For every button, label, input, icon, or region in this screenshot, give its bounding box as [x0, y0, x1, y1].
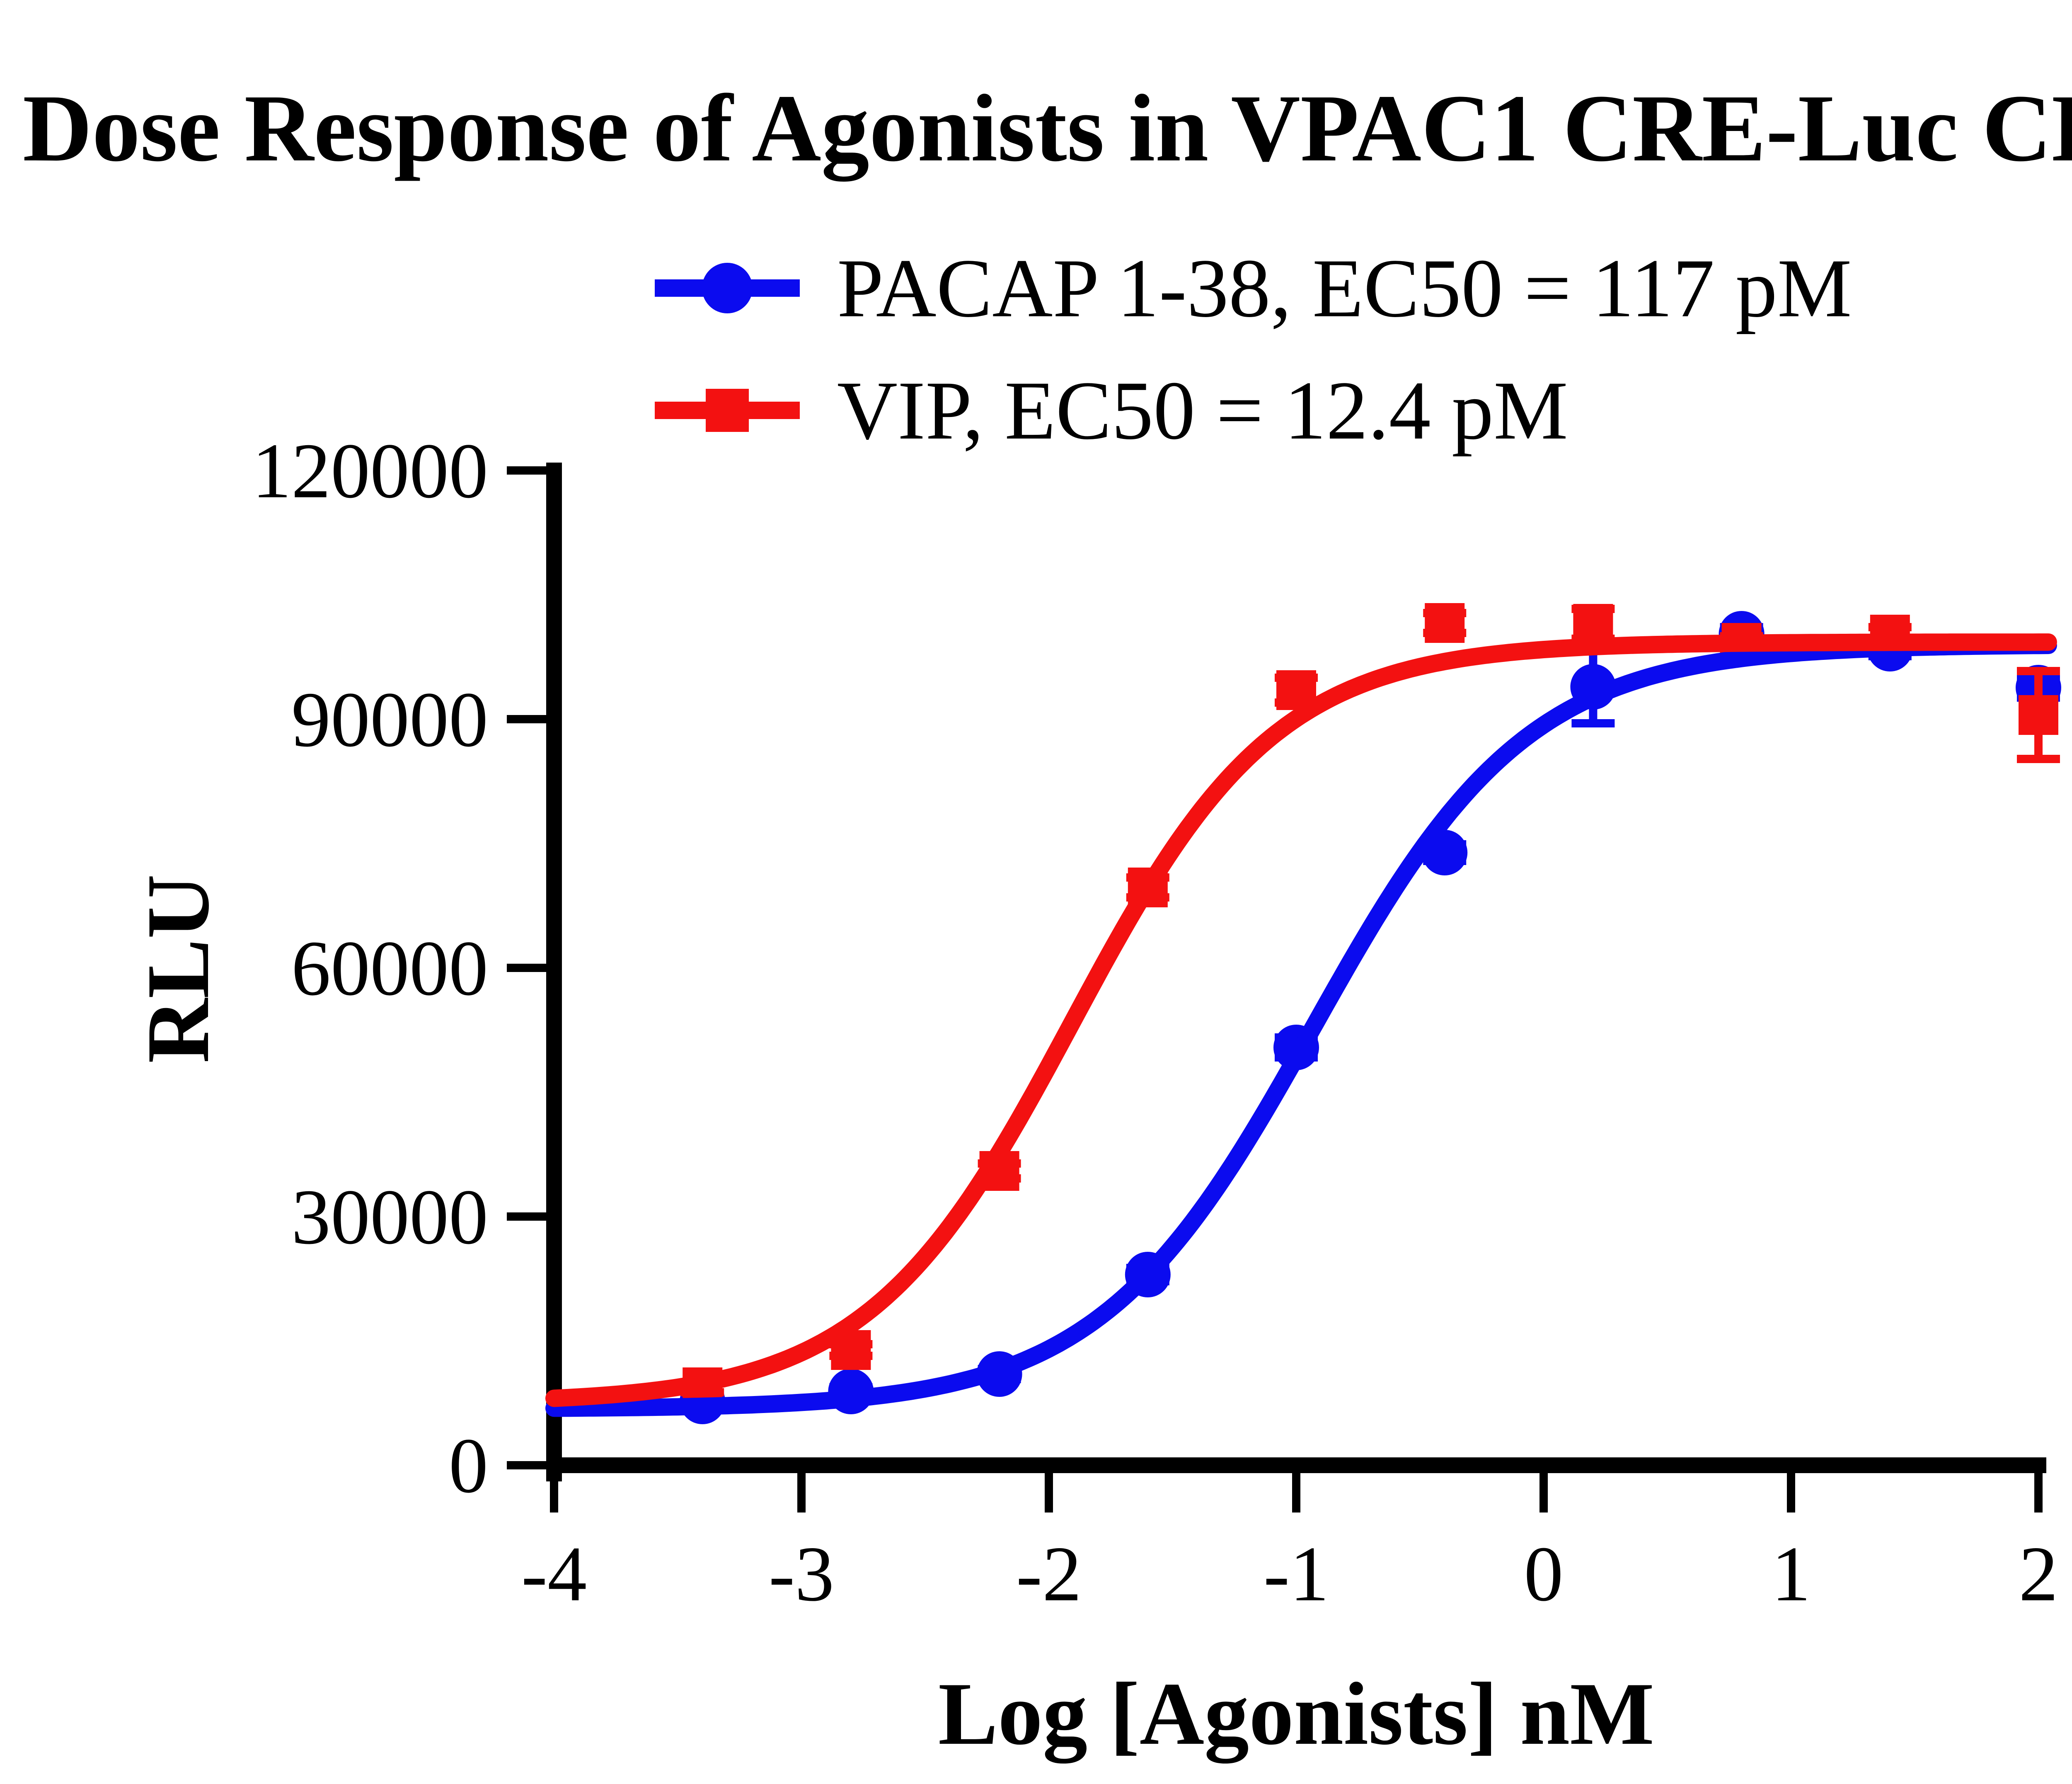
legend-marker-vip [655, 377, 800, 444]
x-tick-label: 0 [1524, 1531, 1564, 1618]
legend-item-pacap: PACAP 1-38, EC50 = 117 pM [655, 232, 1852, 344]
legend-marker-pacap [655, 255, 800, 321]
x-tick-label: -4 [521, 1531, 587, 1618]
y-tick-label: 60000 [291, 925, 488, 1012]
data-point-square [2019, 695, 2058, 735]
x-tick-label: -1 [1264, 1531, 1329, 1618]
legend-label-vip: VIP, EC50 = 12.4 pM [837, 364, 1568, 457]
axes [546, 463, 2046, 1481]
x-tick-label: -2 [1016, 1531, 1082, 1618]
circle-marker-icon [702, 263, 753, 313]
data-point-square [1425, 603, 1465, 643]
legend-label-pacap: PACAP 1-38, EC50 = 117 pM [837, 241, 1852, 334]
y-tick-label: 120000 [252, 428, 488, 515]
legend-item-vip: VIP, EC50 = 12.4 pM [655, 354, 1568, 466]
fit-curve-vip [545, 633, 2057, 1407]
x-axis-title: Log [Agonists] nM [938, 1664, 1655, 1763]
fit-curve-pacap [545, 637, 2057, 1417]
y-tick-label: 30000 [291, 1174, 488, 1261]
x-tick-label: 2 [2019, 1531, 2058, 1618]
y-axis-ticks: 0 30000 60000 90000 120000 [252, 428, 547, 1510]
square-marker-icon [706, 389, 749, 432]
x-tick-label: -3 [769, 1531, 834, 1618]
x-tick-label: 1 [1772, 1531, 1811, 1618]
y-tick-label: 0 [449, 1423, 488, 1510]
chart-title: Dose Response of Agonists in VPAC1 CRE-L… [22, 75, 2072, 182]
x-axis-ticks: -4 -3 -2 -1 0 1 2 [521, 1472, 2058, 1618]
y-tick-label: 90000 [291, 676, 488, 764]
data-point-square [1573, 604, 1613, 644]
